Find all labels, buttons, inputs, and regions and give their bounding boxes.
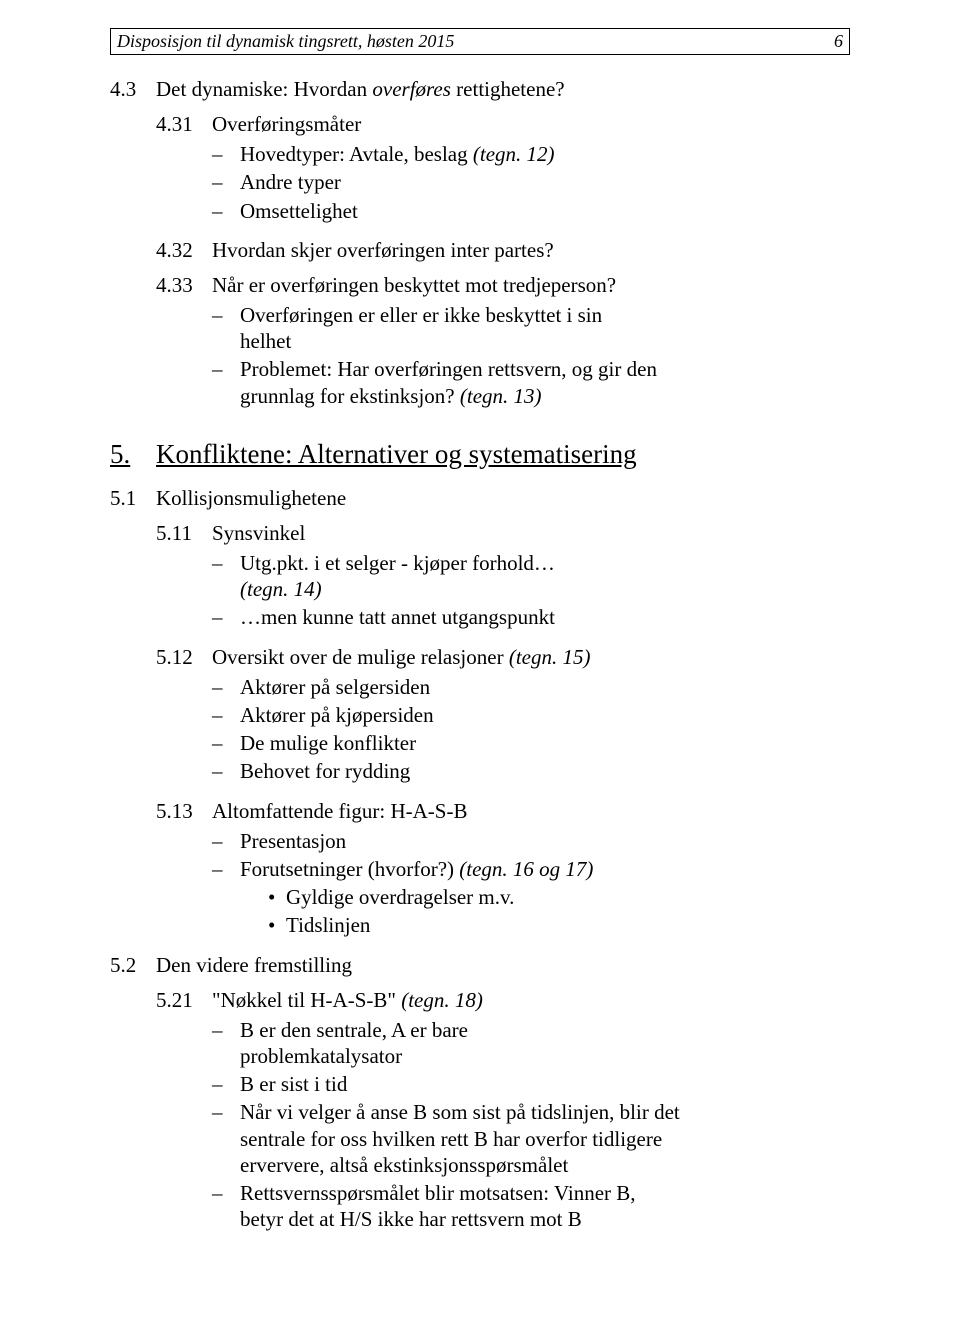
- heading-5-12-pre: Oversikt over de mulige relasjoner: [212, 645, 509, 669]
- heading-4-32-text: Hvordan skjer overføringen inter partes?: [212, 238, 554, 263]
- page-number: 6: [834, 31, 843, 52]
- subdot-text: Gyldige overdragelser m.v.: [286, 885, 514, 909]
- heading-4-31-text: Overføringsmåter: [212, 112, 361, 137]
- bullet-text: B er sist i tid: [240, 1072, 347, 1096]
- bullets-5-11: Utg.pkt. i et selger - kjøper forhold… (…: [212, 550, 850, 631]
- bullet-text: Forutsetninger (hvorfor?): [240, 857, 459, 881]
- heading-5-1: 5.1 Kollisjonsmulighetene: [110, 486, 850, 511]
- subdot: Tidslinjen: [268, 912, 850, 938]
- heading-5-2-text: Den videre fremstilling: [156, 953, 352, 978]
- heading-5-12-ital: (tegn. 15): [509, 645, 591, 669]
- bullet-text: Aktører på kjøpersiden: [240, 703, 434, 727]
- section-5-heading: 5. Konfliktene: Alternativer og systemat…: [110, 439, 850, 470]
- heading-5-21-ital: (tegn. 18): [401, 988, 483, 1012]
- bullet: Behovet for rydding: [212, 758, 850, 784]
- bullet: Omsettelighet: [212, 198, 850, 224]
- heading-5-21: 5.21 "Nøkkel til H-A-S-B" (tegn. 18): [156, 988, 850, 1013]
- bullet-text: Behovet for rydding: [240, 759, 410, 783]
- bullets-5-13: Presentasjon Forutsetninger (hvorfor?) (…: [212, 828, 850, 939]
- bullet-text: Presentasjon: [240, 829, 346, 853]
- heading-5-21-num: 5.21: [156, 988, 212, 1013]
- heading-5-13-num: 5.13: [156, 799, 212, 824]
- bullet: Utg.pkt. i et selger - kjøper forhold… (…: [212, 550, 640, 603]
- bullet-ital: (tegn. 13): [460, 384, 542, 408]
- bullet-text: Omsettelighet: [240, 199, 358, 223]
- heading-5-21-text: "Nøkkel til H-A-S-B" (tegn. 18): [212, 988, 483, 1013]
- heading-5-21-pre: "Nøkkel til H-A-S-B": [212, 988, 401, 1012]
- bullet-ital: (tegn. 14): [240, 577, 322, 601]
- bullet: Problemet: Har overføringen rettsvern, o…: [212, 356, 680, 409]
- heading-5-12: 5.12 Oversikt over de mulige relasjoner …: [156, 645, 850, 670]
- heading-5-12-text: Oversikt over de mulige relasjoner (tegn…: [212, 645, 590, 670]
- heading-4-3-ital: overføres: [372, 77, 451, 101]
- bullets-5-21: B er den sentrale, A er bare problemkata…: [212, 1017, 850, 1233]
- heading-5-13: 5.13 Altomfattende figur: H-A-S-B: [156, 799, 850, 824]
- heading-5-2: 5.2 Den videre fremstilling: [110, 953, 850, 978]
- heading-5-11-num: 5.11: [156, 521, 212, 546]
- bullet-text: Hovedtyper: Avtale, beslag: [240, 142, 473, 166]
- bullet-text: Andre typer: [240, 170, 341, 194]
- heading-4-3-num: 4.3: [110, 77, 156, 102]
- bullet: Andre typer: [212, 169, 850, 195]
- heading-5-13-text: Altomfattende figur: H-A-S-B: [212, 799, 467, 824]
- page: Disposisjon til dynamisk tingsrett, høst…: [0, 0, 960, 1324]
- bullet-text: Rettsvernsspørsmålet blir motsatsen: Vin…: [240, 1181, 636, 1231]
- header-title: Disposisjon til dynamisk tingsrett, høst…: [117, 31, 454, 52]
- section-5-title: Konfliktene: Alternativer og systematise…: [156, 439, 637, 470]
- bullet: Hovedtyper: Avtale, beslag (tegn. 12): [212, 141, 850, 167]
- bullet: Når vi velger å anse B som sist på tidsl…: [212, 1099, 680, 1178]
- bullet: Rettsvernsspørsmålet blir motsatsen: Vin…: [212, 1180, 660, 1233]
- heading-5-1-text: Kollisjonsmulighetene: [156, 486, 346, 511]
- bullets-4-31: Hovedtyper: Avtale, beslag (tegn. 12) An…: [212, 141, 850, 224]
- bullet-ital: (tegn. 12): [473, 142, 555, 166]
- section-5-num: 5.: [110, 439, 156, 470]
- heading-4-33-num: 4.33: [156, 273, 212, 298]
- heading-5-12-num: 5.12: [156, 645, 212, 670]
- bullet: De mulige konflikter: [212, 730, 850, 756]
- bullet-text: Når vi velger å anse B som sist på tidsl…: [240, 1100, 680, 1177]
- heading-4-3: 4.3 Det dynamiske: Hvordan overføres ret…: [110, 77, 850, 102]
- bullets-5-12: Aktører på selgersiden Aktører på kjøper…: [212, 674, 850, 785]
- bullet: Aktører på selgersiden: [212, 674, 850, 700]
- heading-5-1-num: 5.1: [110, 486, 156, 511]
- bullet: B er den sentrale, A er bare problemkata…: [212, 1017, 600, 1070]
- heading-4-3-pre: Det dynamiske: Hvordan: [156, 77, 372, 101]
- bullet: …men kunne tatt annet utgangspunkt: [212, 604, 850, 630]
- bullet: B er sist i tid: [212, 1071, 850, 1097]
- bullet-text: De mulige konflikter: [240, 731, 416, 755]
- heading-4-3-post: rettighetene?: [451, 77, 565, 101]
- bullet-text: Overføringen er eller er ikke beskyttet …: [240, 303, 602, 353]
- heading-4-31-num: 4.31: [156, 112, 212, 137]
- subdot: Gyldige overdragelser m.v.: [268, 884, 850, 910]
- bullet: Overføringen er eller er ikke beskyttet …: [212, 302, 640, 355]
- bullet-text: B er den sentrale, A er bare problemkata…: [240, 1018, 468, 1068]
- bullet-text: …men kunne tatt annet utgangspunkt: [240, 605, 555, 629]
- bullet-text: Aktører på selgersiden: [240, 675, 430, 699]
- bullet: Forutsetninger (hvorfor?) (tegn. 16 og 1…: [212, 856, 850, 939]
- bullet-ital: (tegn. 16 og 17): [459, 857, 593, 881]
- heading-5-11-text: Synsvinkel: [212, 521, 305, 546]
- header-bar: Disposisjon til dynamisk tingsrett, høst…: [110, 28, 850, 55]
- heading-4-31: 4.31 Overføringsmåter: [156, 112, 850, 137]
- heading-5-11: 5.11 Synsvinkel: [156, 521, 850, 546]
- heading-4-33-text: Når er overføringen beskyttet mot tredje…: [212, 273, 616, 298]
- bullet: Presentasjon: [212, 828, 850, 854]
- bullet-text: Problemet: Har overføringen rettsvern, o…: [240, 357, 657, 407]
- subdot-text: Tidslinjen: [286, 913, 370, 937]
- bullet-text: Utg.pkt. i et selger - kjøper forhold…: [240, 551, 555, 575]
- heading-4-33: 4.33 Når er overføringen beskyttet mot t…: [156, 273, 850, 298]
- subdots-5-13: Gyldige overdragelser m.v. Tidslinjen: [268, 884, 850, 939]
- bullet: Aktører på kjøpersiden: [212, 702, 850, 728]
- heading-4-32-num: 4.32: [156, 238, 212, 263]
- bullets-4-33: Overføringen er eller er ikke beskyttet …: [212, 302, 850, 409]
- heading-5-2-num: 5.2: [110, 953, 156, 978]
- heading-4-32: 4.32 Hvordan skjer overføringen inter pa…: [156, 238, 850, 263]
- heading-4-3-text: Det dynamiske: Hvordan overføres rettigh…: [156, 77, 565, 102]
